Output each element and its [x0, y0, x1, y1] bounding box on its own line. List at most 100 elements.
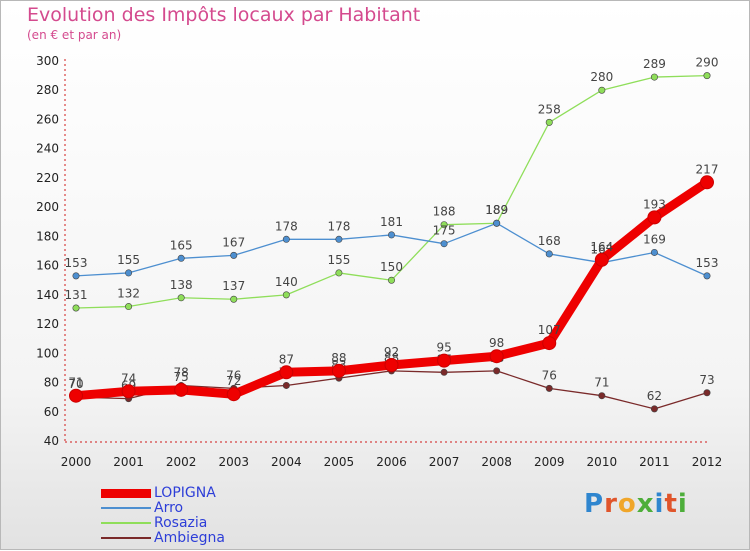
data-point	[650, 248, 658, 256]
logo-letter: r	[604, 489, 618, 519]
data-point	[703, 72, 711, 80]
data-label: 72	[226, 374, 241, 388]
data-point	[335, 235, 343, 243]
data-point	[387, 231, 395, 239]
data-label: 189	[485, 203, 508, 217]
legend-label: Rosazia	[154, 515, 208, 531]
data-point	[174, 382, 189, 397]
data-label: 280	[590, 70, 613, 84]
data-label: 153	[696, 256, 719, 270]
data-point	[226, 387, 241, 402]
x-tick-label: 2008	[481, 455, 512, 469]
data-label: 165	[170, 238, 193, 252]
y-tick-label: 80	[44, 376, 59, 390]
y-tick-label: 220	[36, 171, 59, 185]
x-tick-label: 2012	[692, 455, 723, 469]
data-label: 217	[696, 162, 719, 176]
x-tick-label: 2010	[587, 455, 618, 469]
data-point	[121, 384, 136, 399]
data-point	[282, 381, 290, 389]
data-label: 178	[327, 219, 350, 233]
x-tick-label: 2005	[324, 455, 355, 469]
logo-letter: i	[654, 489, 665, 519]
data-label: 138	[170, 278, 193, 292]
data-point	[440, 240, 448, 248]
data-label: 107	[538, 323, 561, 337]
data-point	[545, 118, 553, 126]
data-label: 71	[594, 376, 609, 390]
data-label: 137	[222, 279, 245, 293]
data-point	[230, 251, 238, 259]
y-tick-label: 180	[36, 229, 59, 243]
y-tick-label: 40	[44, 434, 59, 448]
chart-subtitle: (en € et par an)	[27, 28, 122, 42]
data-point	[230, 295, 238, 303]
data-label: 87	[279, 352, 294, 366]
data-point	[177, 294, 185, 302]
data-point	[282, 291, 290, 299]
legend-swatch	[101, 537, 151, 539]
y-tick-label: 120	[36, 317, 59, 331]
data-label: 62	[647, 389, 662, 403]
data-point	[650, 405, 658, 413]
x-tick-label: 2004	[271, 455, 302, 469]
data-label: 258	[538, 102, 561, 116]
data-label: 153	[65, 256, 88, 270]
data-label: 289	[643, 57, 666, 71]
chart-title: Evolution des Impôts locaux par Habitant	[27, 4, 421, 26]
legend-swatch	[101, 507, 151, 509]
logo-letter: o	[617, 489, 637, 519]
data-label: 155	[117, 253, 140, 267]
data-point	[700, 175, 714, 190]
data-label: 290	[696, 56, 719, 70]
y-tick-label: 280	[36, 83, 59, 97]
data-point	[598, 86, 606, 94]
legend-label: Arro	[154, 500, 184, 516]
logo-letter: i	[677, 489, 688, 519]
legend-label: Ambiegna	[154, 530, 225, 546]
data-point	[545, 384, 553, 392]
data-point	[279, 365, 294, 380]
data-point	[125, 303, 133, 311]
data-label: 169	[643, 232, 666, 246]
y-tick-label: 260	[36, 112, 59, 126]
y-tick-label: 60	[44, 405, 59, 419]
data-point	[177, 254, 185, 262]
x-tick-label: 2011	[639, 455, 670, 469]
data-point	[387, 276, 395, 284]
data-point	[594, 252, 609, 267]
x-tick-label: 2003	[218, 455, 249, 469]
x-tick-label: 2009	[534, 455, 565, 469]
data-label: 76	[542, 368, 557, 382]
proxiti-logo: Proxiti	[584, 489, 688, 519]
x-tick-label: 2000	[61, 455, 92, 469]
logo-letter: P	[584, 489, 605, 519]
data-label: 164	[590, 240, 613, 254]
legend-swatch	[101, 522, 151, 524]
y-tick-label: 300	[36, 54, 59, 68]
data-point	[598, 392, 606, 400]
y-tick-label: 200	[36, 200, 59, 214]
data-label: 140	[275, 275, 298, 289]
logo-letter: t	[664, 489, 678, 519]
data-point	[125, 269, 133, 277]
data-label: 70	[68, 377, 83, 391]
y-tick-label: 100	[36, 346, 59, 360]
data-point	[437, 353, 452, 368]
data-label: 95	[436, 341, 451, 355]
legend-swatch	[101, 488, 151, 498]
data-point	[384, 358, 399, 372]
data-label: 132	[117, 287, 140, 301]
data-point	[493, 367, 501, 375]
data-point	[650, 73, 658, 81]
data-label: 150	[380, 260, 403, 274]
x-tick-label: 2006	[376, 455, 407, 469]
data-point	[331, 363, 346, 378]
data-point	[282, 235, 290, 243]
data-label: 71	[68, 376, 83, 390]
data-point	[489, 349, 504, 364]
data-point	[493, 219, 501, 227]
